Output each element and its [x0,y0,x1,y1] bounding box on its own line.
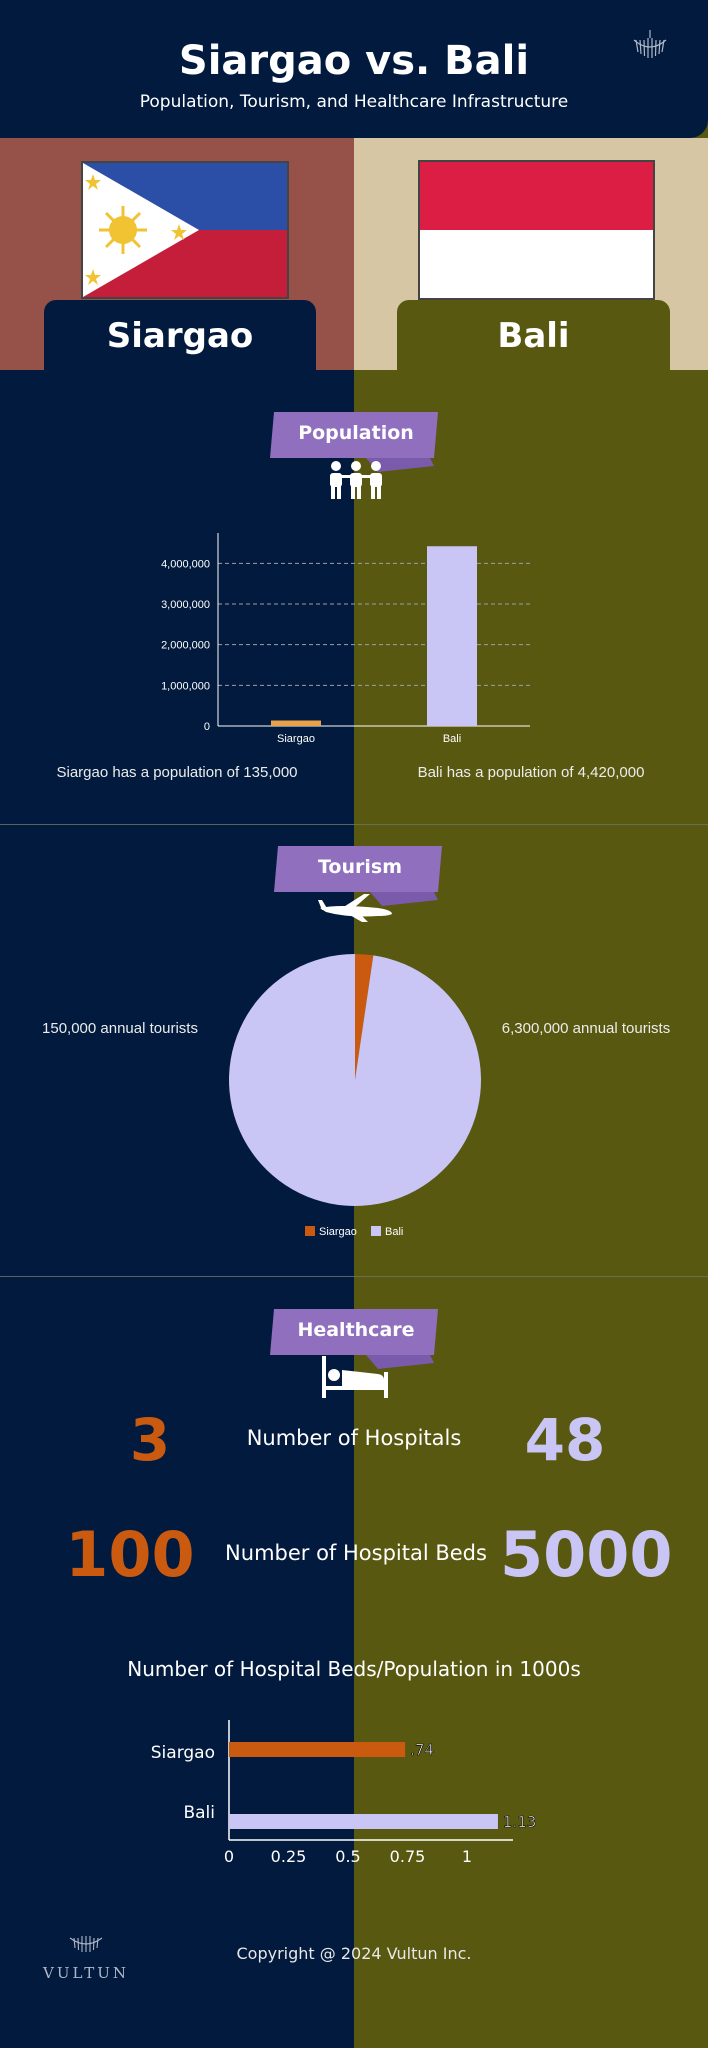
bali-hospitals-count: 48 [524,1406,606,1474]
y-tick-label: 3,000,000 [161,599,210,611]
beds-per-population-chart: Siargao .74 Bali 1.13 0 0.25 0.5 0.75 1 [151,1720,537,1866]
value-label-siargao: .74 [410,1741,434,1759]
vultun-footer-logo-icon [69,1936,103,1952]
people-icon [330,461,382,499]
bar-bali [427,546,477,726]
siargao-beds-count: 100 [65,1518,195,1591]
y-tick-label: 4,000,000 [161,558,210,570]
vultun-logo-icon [633,30,667,58]
indonesia-flag-icon [418,160,655,300]
legend-label-bali: Bali [385,1226,403,1238]
healthcare-label: Healthcare [297,1319,415,1341]
hospitals-label: Number of Hospitals [246,1426,462,1450]
beds-per-population-title: Number of Hospital Beds/Population in 10… [127,1657,581,1681]
page-title: Siargao vs. Bali [178,38,530,84]
section-divider [0,824,708,825]
bali-beds-count: 5000 [500,1518,673,1591]
legend-swatch [305,1226,315,1236]
pie-slice-siargao [355,954,374,1080]
page-subtitle: Population, Tourism, and Healthcare Infr… [139,92,569,112]
header: Siargao vs. Bali Population, Tourism, an… [0,0,708,138]
x-tick-label: 0 [224,1847,234,1866]
hospital-bed-icon [322,1356,388,1398]
bar-siargao [229,1742,406,1757]
value-label-bali: 1.13 [503,1813,536,1831]
bar-bali [229,1814,498,1829]
category-label-siargao: Siargao [151,1743,215,1763]
population-bar-chart: 0 1,000,000 2,000,000 3,000,000 4,000,000 Sia… [161,533,530,745]
y-tick-label: 0 [204,721,210,733]
x-tick-label: 0.5 [335,1847,360,1866]
legend-swatch [371,1226,381,1236]
bali-tourism-caption: 6,300,000 annual tourists [501,1020,671,1037]
section-divider [0,1276,708,1277]
siargao-hospitals-count: 3 [129,1406,171,1474]
y-tick-label: 1,000,000 [161,680,210,692]
x-tick-label: Siargao [277,733,315,745]
bali-population-caption: Bali has a population of 4,420,000 [417,764,645,781]
population-ribbon [270,412,438,472]
x-tick-label: 0.25 [271,1847,307,1866]
philippines-flag-icon [81,161,289,299]
healthcare-ribbon [270,1309,438,1369]
tourism-ribbon [274,846,442,906]
copyright-text: Copyright @ 2024 Vultun Inc. [236,1944,472,1963]
airplane-icon [318,894,392,922]
category-label-bali: Bali [183,1803,215,1823]
pie-slice-bali [228,954,481,1206]
tourism-pie-chart: Siargao Bali [228,954,481,1238]
population-label: Population [298,422,414,444]
y-tick-label: 2,000,000 [161,640,210,652]
bar-siargao [271,720,321,726]
x-tick-label: Bali [443,733,461,745]
bali-tab: Bali [397,300,670,370]
siargao-tab: Siargao [44,300,316,370]
tourism-label: Tourism [317,856,402,878]
beds-label: Number of Hospital Beds [225,1541,487,1565]
x-tick-label: 1 [462,1847,472,1866]
siargao-tourism-caption: 150,000 annual tourists [42,1020,198,1037]
siargao-population-caption: Siargao has a population of 135,000 [56,764,298,781]
footer-brand: VULTUN [43,1964,129,1982]
legend-label-siargao: Siargao [319,1226,357,1238]
x-tick-label: 0.75 [390,1847,426,1866]
